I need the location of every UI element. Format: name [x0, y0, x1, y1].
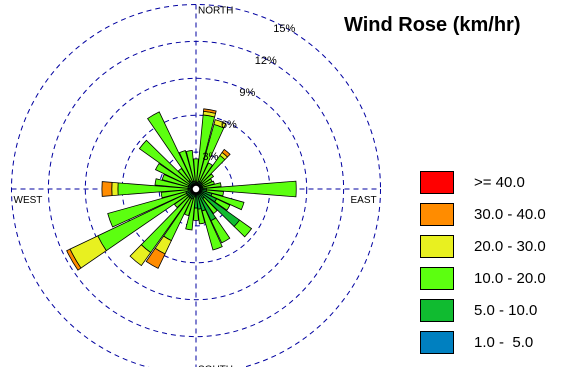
petal-segment: [205, 189, 224, 197]
petal-segment: [111, 181, 119, 197]
direction-label: WEST: [14, 195, 43, 206]
petal-segment: [101, 181, 113, 197]
legend-label: 5.0 - 10.0: [474, 302, 538, 319]
legend-swatch: [420, 171, 454, 194]
direction-label: NORTH: [198, 6, 233, 17]
petal-segment: [214, 198, 231, 211]
petal-segment: [202, 182, 222, 189]
petal-segment: [161, 173, 190, 188]
petal-segment: [221, 148, 231, 158]
petal-segment: [213, 119, 227, 129]
petal-segment: [202, 196, 218, 215]
petal-segment: [173, 194, 190, 209]
petal-segment: [147, 111, 194, 183]
legend-label: 30.0 - 40.0: [474, 206, 546, 223]
ring-label: 12%: [255, 55, 277, 67]
petal-segment: [233, 219, 253, 238]
legend-swatch: [420, 203, 454, 226]
petal-segment: [138, 139, 191, 185]
legend-label: >= 40.0: [474, 174, 525, 191]
petal-segment: [210, 217, 231, 244]
petal-segment: [160, 189, 189, 199]
petal-segment: [210, 192, 245, 211]
ring-9: [84, 77, 308, 301]
legend-label: 10.0 - 20.0: [474, 270, 546, 287]
petal-segment: [197, 208, 206, 225]
chart-title: Wind Rose (km/hr): [344, 14, 521, 36]
petal-segment: [185, 149, 196, 182]
center-calm-dot: [191, 184, 201, 194]
legend-label: 1.0 - 5.0: [474, 334, 534, 351]
petal-segment: [107, 191, 188, 228]
petal-segment: [154, 163, 190, 187]
petal-segment: [201, 173, 215, 185]
petal-segment: [129, 244, 152, 267]
direction-label: EAST: [351, 195, 377, 206]
petal-segment: [201, 209, 223, 251]
petal-segment: [154, 178, 189, 189]
petal-segment: [183, 197, 194, 217]
legend-swatch: [420, 235, 454, 258]
ring-label: 9%: [239, 87, 255, 99]
petal-segment: [185, 196, 196, 231]
petal-segment: [177, 167, 191, 183]
legend-swatch: [420, 267, 454, 290]
legend-swatch: [420, 299, 454, 322]
legend-swatch: [420, 331, 454, 354]
ring-label: 3%: [202, 151, 218, 163]
ring-label: 15%: [273, 23, 295, 35]
petal-segment: [145, 247, 166, 269]
direction-label: SOUTH: [198, 365, 233, 367]
petals-group: [66, 108, 297, 271]
petal-segment: [205, 180, 297, 198]
labels-group: 3% 6% 9% 12% 15% NORTH EAST SOUTH WEST: [14, 6, 377, 367]
petal-segment: [198, 162, 213, 183]
petal-segment: [203, 108, 217, 114]
ring-label: 6%: [221, 119, 237, 131]
petal-segment: [66, 248, 82, 271]
petal-segment: [178, 149, 195, 183]
legend-label: 20.0 - 30.0: [474, 238, 546, 255]
petal-segment: [193, 207, 199, 221]
